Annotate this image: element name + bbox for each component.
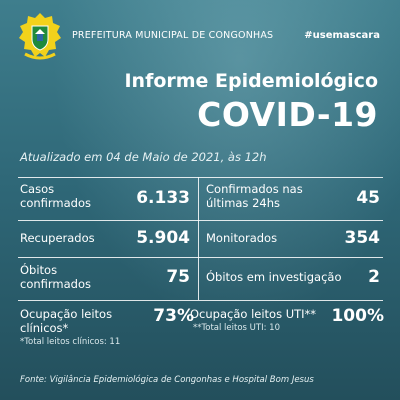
monitorados-value: 354 [344, 228, 381, 248]
obitos-investigacao-value: 2 [368, 267, 380, 287]
divider [18, 220, 383, 221]
hashtag: #usemascara [304, 30, 380, 41]
obitos-confirmados-label: Óbitos confirmados [20, 263, 91, 291]
confirmados-24h-label: Confirmados nas últimas 24hs [206, 182, 303, 210]
report-title: COVID-19 [197, 95, 378, 134]
divider [18, 300, 383, 301]
obitos-confirmados-value: 75 [166, 267, 190, 287]
divider [198, 177, 199, 300]
report-subtitle: Informe Epidemiológico [124, 70, 378, 92]
source-footnote: Fonte: Vigilância Epidemiológica de Cong… [20, 375, 314, 385]
leitos-clinicos-label: Ocupação leitos clínicos* [20, 307, 113, 335]
casos-confirmados-value: 6.133 [136, 188, 190, 208]
leitos-uti-value: 100% [331, 306, 384, 326]
casos-confirmados-label: Casos confirmados [20, 182, 91, 210]
leitos-uti-note: **Total leitos UTI: 10 [193, 323, 280, 333]
leitos-uti-label: Ocupação leitos UTI** [190, 307, 317, 321]
organization-name: PREFEITURA MUNICIPAL DE CONGONHAS [72, 30, 274, 41]
recuperados-label: Recuperados [20, 231, 95, 245]
coat-of-arms-icon [19, 13, 61, 60]
leitos-clinicos-value: 73% [153, 306, 194, 326]
confirmados-24h-value: 45 [356, 188, 380, 208]
update-timestamp: Atualizado em 04 de Maio de 2021, às 12h [20, 150, 267, 164]
leitos-clinicos-note: *Total leitos clínicos: 11 [20, 337, 121, 347]
recuperados-value: 5.904 [136, 228, 190, 248]
monitorados-label: Monitorados [206, 231, 278, 245]
divider [18, 177, 383, 178]
divider [18, 257, 383, 258]
obitos-investigacao-label: Óbitos em investigação [206, 270, 342, 284]
